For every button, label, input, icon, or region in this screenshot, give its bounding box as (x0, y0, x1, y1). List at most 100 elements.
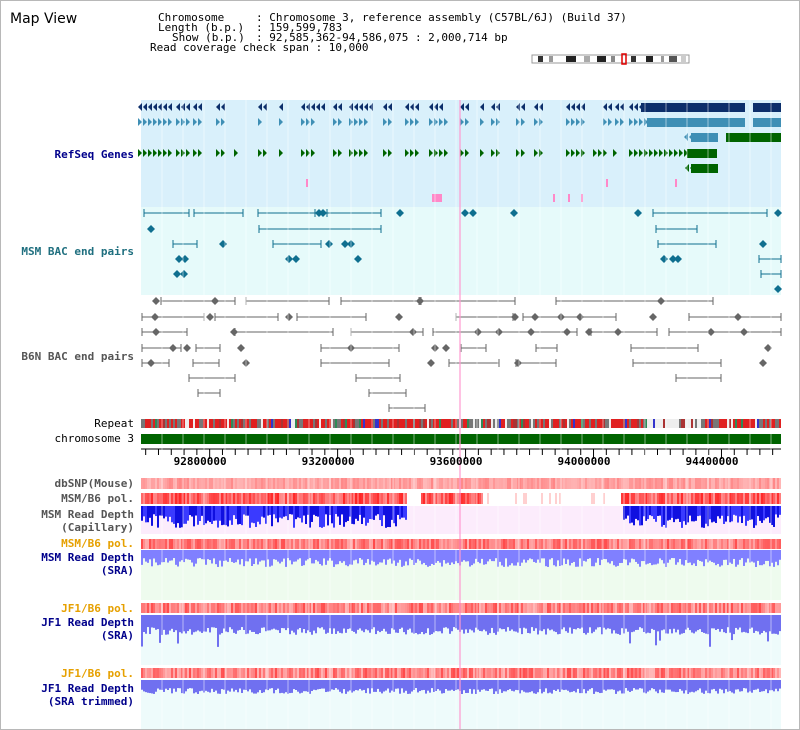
jf1-pol2-cell (679, 668, 681, 678)
jf1-sra-depth-bar (451, 615, 453, 632)
jf1-pol-cell (765, 603, 767, 613)
dbsnp-cell (483, 478, 485, 489)
jf1-trimmed-depth-bar (633, 680, 635, 689)
jf1-trimmed-depth-bar (155, 680, 157, 692)
msm-sra-depth-bar (415, 550, 417, 563)
chromosome-ideogram-icon[interactable] (531, 53, 690, 65)
gene-exon-mark (521, 149, 525, 157)
repeat-element (233, 419, 235, 428)
jf1-pol2-cell (253, 668, 255, 678)
jf1-pol2-cell (419, 668, 421, 678)
jf1-trimmed-depth-bar (173, 680, 175, 689)
msm-pol2-cell (227, 539, 229, 549)
msm-pol-cell (695, 493, 697, 504)
jf1-pol2-cell (725, 668, 727, 678)
dbsnp-cell (195, 478, 197, 489)
jf1-trimmed-depth-bar (193, 680, 195, 694)
dbsnp-cell (629, 478, 631, 489)
jf1-pol-cell (257, 603, 259, 613)
jf1-pol-cell (333, 603, 335, 613)
jf1-pol2-cell (773, 668, 775, 678)
jf1-pol-cell (361, 603, 363, 613)
msm-pol-cell (565, 493, 567, 504)
repeat-element (383, 419, 385, 428)
jf1-sra-depth-bar (519, 615, 521, 629)
msm-pol-cell (341, 493, 343, 504)
jf1-trimmed-depth-bar (651, 680, 653, 689)
jf1-pol-cell (675, 603, 677, 613)
msm-pol-cell (355, 493, 357, 504)
jf1-pol2-cell (767, 668, 769, 678)
jf1-trimmed-depth-bar (269, 680, 271, 689)
msm-pol2-cell (515, 539, 517, 549)
repeat-element (599, 419, 601, 428)
jf1-pol2-cell (147, 668, 149, 678)
msm-pol2-cell (479, 539, 481, 549)
jf1-sra-depth-bar (343, 615, 345, 629)
gene-exon-mark (410, 103, 414, 111)
gene-exon-mark (634, 118, 638, 126)
jf1-sra-depth-bar (691, 615, 693, 633)
msm-capillary-depth-bar (777, 506, 779, 518)
jf1-sra-depth-bar (453, 615, 455, 628)
jf1-pol-cell (585, 603, 587, 613)
jf1-pol-cell (577, 603, 579, 613)
dbsnp-cell (731, 478, 733, 489)
label-refseq-genes: RefSeq Genes (54, 148, 134, 161)
jf1-pol-cell (463, 603, 465, 613)
jf1-pol2-cell (399, 668, 401, 678)
jf1-pol2-cell (395, 668, 397, 678)
msm-capillary-depth-bar (187, 506, 189, 521)
dbsnp-cell (677, 478, 679, 489)
msm-sra-depth-bar (515, 550, 517, 566)
jf1-sra-depth-bar (301, 615, 303, 633)
jf1-trimmed-depth-bar (219, 680, 221, 694)
msm-sra-depth-bar (659, 550, 661, 559)
b6n-bac-track[interactable] (141, 297, 782, 412)
jf1-sra-depth-bar (275, 615, 277, 630)
label-msm-bac: MSM BAC end pairs (21, 245, 134, 258)
msm-pol-cell (605, 493, 607, 504)
msm-sra-depth-bar (225, 550, 227, 561)
jf1-sra-depth-bar (331, 615, 333, 634)
msm-pol2-cell (275, 539, 277, 549)
jf1-pol-cell (429, 603, 431, 613)
jf1-sra-depth-bar (269, 615, 271, 631)
jf1-trimmed-depth-bar (523, 680, 525, 692)
jf1-pol2-cell (221, 668, 223, 678)
dbsnp-cell (771, 478, 773, 489)
dbsnp-cell (143, 478, 145, 489)
msm-pol2-cell (527, 539, 529, 549)
msm-pol-cell (453, 493, 455, 504)
jf1-sra-depth-bar (289, 615, 291, 635)
gene-exon-mark (608, 118, 612, 126)
gene-exon-mark (148, 118, 152, 126)
jf1-pol-cell (727, 603, 729, 613)
jf1-trimmed-depth-bar (475, 680, 477, 694)
msm-pol2-cell (723, 539, 725, 549)
msm-sra-depth-bar (259, 550, 261, 562)
b6n-bac-marker (152, 297, 160, 305)
msm-bac-track[interactable] (141, 207, 782, 295)
msm-pol2-cell (331, 539, 333, 549)
dbsnp-cell (527, 478, 529, 489)
msm-capillary-depth-bar (403, 506, 405, 518)
msm-capillary-depth-bar (735, 506, 737, 516)
msm-capillary-depth-bar (393, 506, 395, 524)
jf1-pol-cell (693, 603, 695, 613)
jf1-pol-cell (557, 603, 559, 613)
msm-sra-depth-bar (553, 550, 555, 566)
jf1-pol2-cell (453, 668, 455, 678)
jf1-sra-depth-bar (739, 615, 741, 628)
msm-pol-cell (769, 493, 771, 504)
dbsnp-cell (299, 478, 301, 489)
length-value: : 159,599,783 (256, 21, 343, 34)
msm-bac-marker (354, 255, 362, 263)
jf1-sra-depth-bar (223, 615, 225, 629)
jf1-pol-cell (549, 603, 551, 613)
jf1-trimmed-depth-bar (257, 680, 259, 693)
gene-exon-mark (193, 103, 197, 111)
msm-capillary-depth-bar (361, 506, 363, 524)
jf1-pol2-cell (471, 668, 473, 678)
